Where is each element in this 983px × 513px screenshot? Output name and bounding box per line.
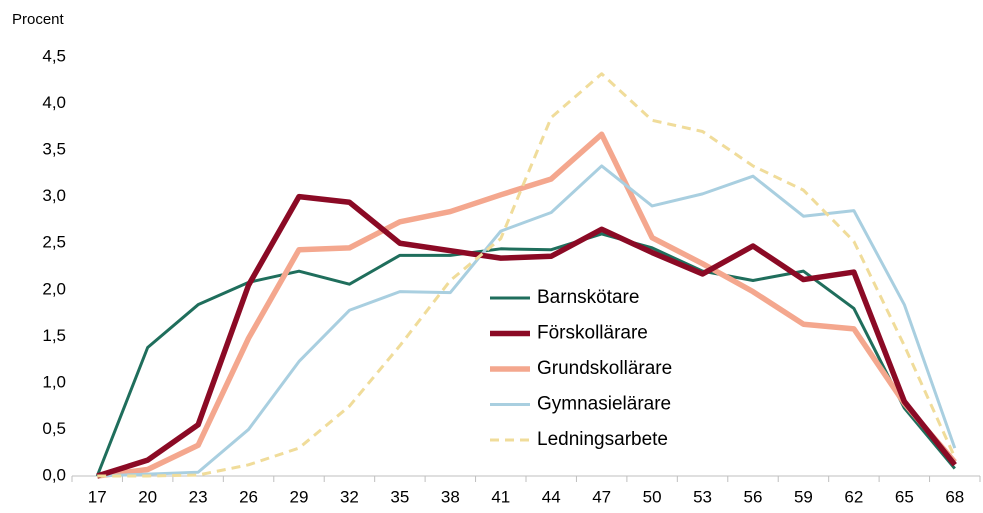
x-tick-label: 44 — [542, 487, 561, 506]
x-tick-label: 59 — [794, 487, 813, 506]
x-tick-label: 41 — [491, 487, 510, 506]
x-tick-label: 56 — [744, 487, 763, 506]
x-tick-label: 68 — [945, 487, 964, 506]
y-tick-label: 0,0 — [42, 465, 66, 484]
x-tick-label: 29 — [290, 487, 309, 506]
y-tick-label: 4,5 — [42, 46, 66, 65]
y-tick-label: 2,0 — [42, 279, 66, 298]
x-tick-label: 26 — [239, 487, 258, 506]
y-axis-label: Procent — [12, 11, 65, 28]
x-tick-label: 17 — [88, 487, 107, 506]
y-tick-label: 0,5 — [42, 419, 66, 438]
series-line — [96, 131, 957, 479]
x-tick-label: 23 — [189, 487, 208, 506]
x-tick-label: 53 — [693, 487, 712, 506]
y-tick-label: 3,5 — [42, 140, 66, 159]
x-tick-label: 47 — [592, 487, 611, 506]
x-tick-label: 62 — [844, 487, 863, 506]
legend-label: Gymnasielärare — [537, 394, 671, 415]
x-tick-label: 32 — [340, 487, 359, 506]
x-tick-label: 50 — [643, 487, 662, 506]
y-tick-label: 2,5 — [42, 233, 66, 252]
y-tick-label: 1,5 — [42, 326, 66, 345]
legend-label: Förskollärare — [537, 323, 648, 344]
series-line — [97, 164, 957, 478]
x-tick-label: 20 — [138, 487, 157, 506]
legend-label: Ledningsarbete — [537, 429, 668, 450]
legend-label: Barnskötare — [537, 287, 639, 308]
x-tick-label: 38 — [441, 487, 460, 506]
y-tick-label: 3,0 — [42, 186, 66, 205]
y-tick-label: 1,0 — [42, 372, 66, 391]
legend-label: Grundskollärare — [537, 358, 672, 379]
x-tick-label: 65 — [895, 487, 914, 506]
x-tick-label: 35 — [390, 487, 409, 506]
series-line — [96, 193, 957, 479]
y-tick-label: 4,0 — [42, 93, 66, 112]
series-line — [97, 72, 957, 478]
